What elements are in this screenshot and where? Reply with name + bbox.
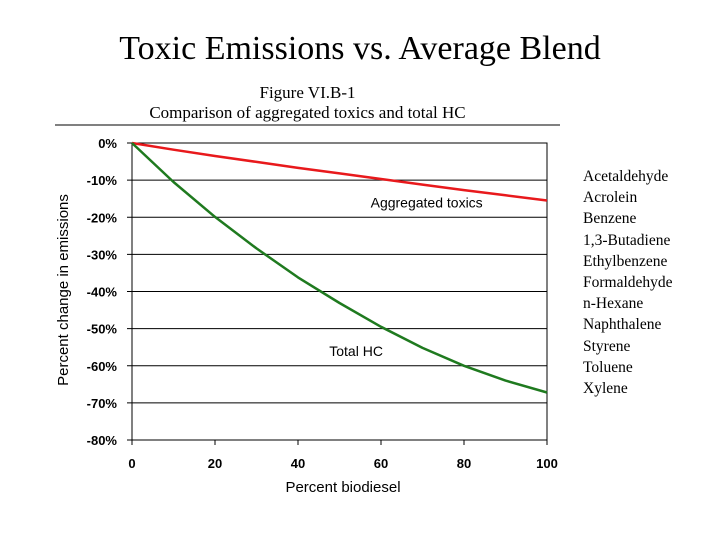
x-tick-label: 100 xyxy=(536,456,558,471)
toxics-list-item: n-Hexane xyxy=(583,295,644,313)
x-tick-label: 60 xyxy=(374,456,388,471)
y-tick-label: -20% xyxy=(87,210,118,225)
series-line xyxy=(131,141,548,202)
toxics-list-item: Naphthalene xyxy=(583,316,662,334)
x-axis-label: Percent biodiesel xyxy=(285,479,400,496)
x-tick-label: 20 xyxy=(208,456,222,471)
toxics-list-item: Ethylbenzene xyxy=(583,252,668,270)
chart-annotations: Aggregated toxics Total HC xyxy=(329,194,482,359)
toxics-list-item: Acrolein xyxy=(583,189,638,207)
series-line xyxy=(131,142,548,394)
chart-grid xyxy=(132,179,547,404)
chart-series xyxy=(131,141,548,394)
toxics-list-item: Xylene xyxy=(583,380,628,398)
x-tick-label: 40 xyxy=(291,456,305,471)
x-tick-label: 0 xyxy=(128,456,135,471)
toxics-list-item: Formaldehyde xyxy=(583,274,673,292)
x-tick-label: 80 xyxy=(457,456,471,471)
toxics-list-item: Acetaldehyde xyxy=(583,168,669,185)
slide-title: Toxic Emissions vs. Average Blend xyxy=(119,30,601,67)
y-tick-label: -50% xyxy=(87,322,118,337)
y-axis-label: Percent change in emissions xyxy=(55,194,72,386)
toxics-list: Acetaldehyde Acrolein Benzene 1,3-Butadiene… xyxy=(583,166,673,399)
y-tick-label: -40% xyxy=(87,285,118,300)
figure-label: Figure VI.B-1 xyxy=(259,83,356,102)
toxics-list-item: Benzene xyxy=(583,210,637,228)
y-tick-label: -60% xyxy=(87,359,118,374)
y-tick-label: 0% xyxy=(98,136,117,151)
series-annotation: Aggregated toxics xyxy=(371,194,483,210)
y-tick-label: -10% xyxy=(87,173,118,188)
y-axis-ticks: 0% -10% -20% -30% -40% -50% -60% -70% -80% xyxy=(87,136,132,448)
y-tick-label: -80% xyxy=(87,433,118,448)
y-tick-label: -70% xyxy=(87,396,118,411)
y-tick-label: -30% xyxy=(87,247,118,262)
toxics-list-item: Styrene xyxy=(583,337,631,355)
figure-subtitle: Comparison of aggregated toxics and tota… xyxy=(149,103,466,122)
x-axis-ticks: 0 20 40 60 80 100 xyxy=(128,440,558,471)
series-annotation: Total HC xyxy=(329,343,383,359)
toxics-list-item: Toluene xyxy=(583,358,633,376)
toxics-list-item: 1,3-Butadiene xyxy=(583,231,671,249)
